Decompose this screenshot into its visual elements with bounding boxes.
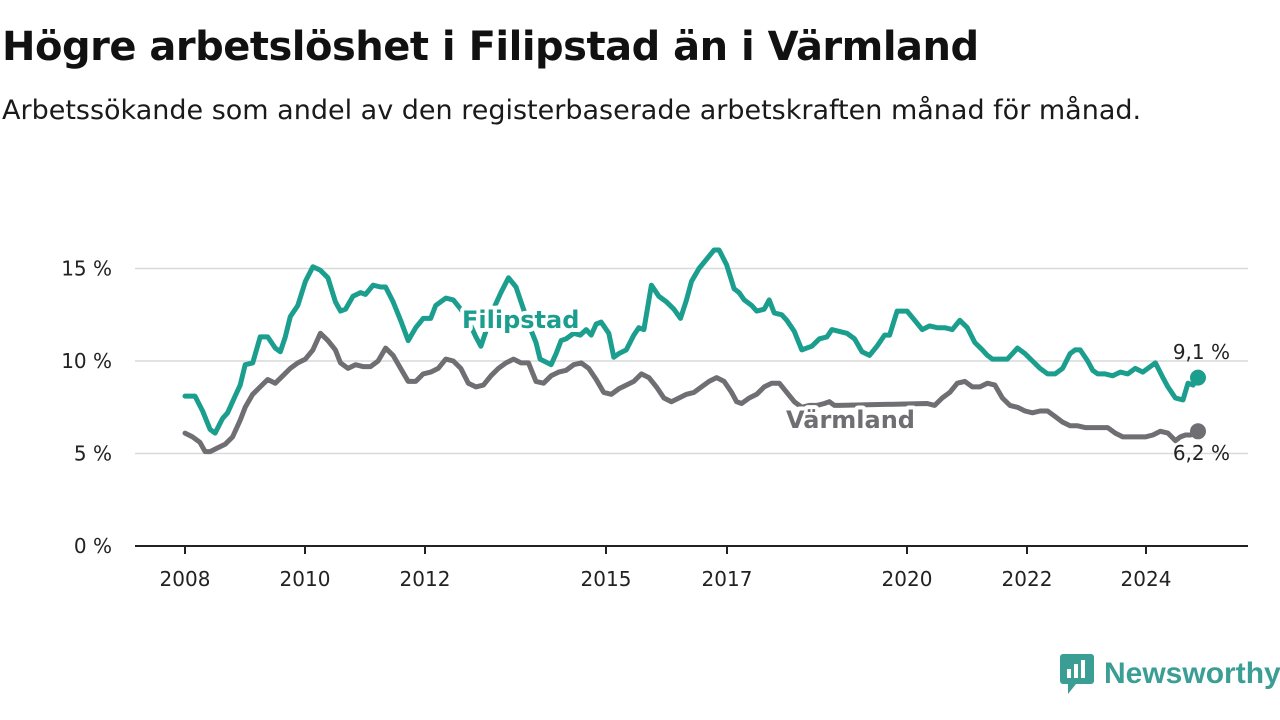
- end-value-label: 6,2 %: [1173, 441, 1230, 465]
- x-tick-label: 2008: [160, 567, 211, 591]
- x-tick-label: 2012: [400, 567, 451, 591]
- y-tick-label: 5 %: [74, 442, 112, 466]
- series-label-halo: Värmland: [786, 406, 915, 434]
- y-axis: 0 % 5 % 10 % 15 %: [61, 257, 112, 559]
- brand-name: Newsworthy: [1104, 657, 1280, 690]
- chart-title: Högre arbetslöshet i Filipstad än i Värm…: [2, 24, 979, 70]
- x-axis: 2008 2010 2012 2015 2017 2020 2022 2024: [135, 545, 1248, 591]
- x-tick-label: 2010: [280, 567, 331, 591]
- x-tick-label: 2017: [702, 567, 753, 591]
- x-tick-label: 2022: [1002, 567, 1053, 591]
- series-line-värmland: [182, 330, 1201, 455]
- series-label-halo: Filipstad: [462, 306, 579, 334]
- chart-subtitle: Arbetssökande som andel av den registerb…: [2, 95, 1142, 126]
- series-line-filipstad: [182, 247, 1201, 436]
- newsworthy-logo-icon: [1060, 654, 1094, 694]
- y-tick-label: 15 %: [61, 257, 112, 281]
- y-tick-label: 10 %: [61, 349, 112, 373]
- series-lines: [182, 247, 1206, 455]
- series-label: Värmland: [786, 406, 915, 434]
- end-value-label: 9,1 %: [1173, 340, 1230, 364]
- endpoint-marker: [1190, 423, 1206, 440]
- x-tick-label: 2020: [882, 567, 933, 591]
- y-tick-label: 0 %: [74, 534, 112, 558]
- x-tick-label: 2024: [1121, 567, 1172, 591]
- endpoint-marker: [1190, 369, 1206, 386]
- x-tick-label: 2015: [581, 567, 632, 591]
- series-label: Filipstad: [462, 306, 579, 334]
- newsworthy-brand[interactable]: Newsworthy: [1060, 654, 1280, 694]
